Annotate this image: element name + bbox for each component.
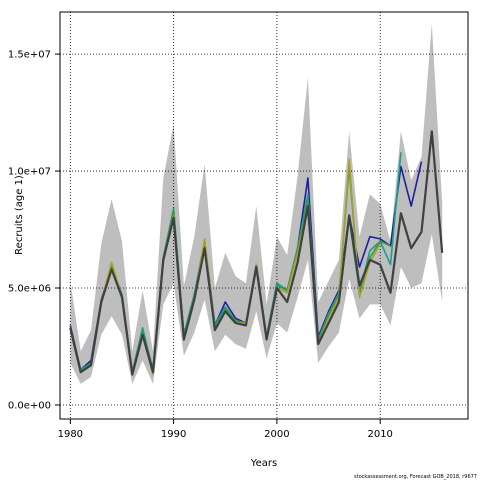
x-tick-label: 2000: [264, 429, 289, 440]
x-axis: 1980 1990 2000 2010: [58, 419, 393, 440]
band-area: [70, 23, 443, 384]
y-tick-label: 1.0e+07: [8, 167, 51, 178]
series-line-5: [69, 130, 444, 376]
series-lines: [69, 130, 444, 376]
y-tick-label: 5.0e+06: [8, 284, 51, 295]
x-tick-label: 2010: [367, 429, 392, 440]
y-tick-label: 0.0e+00: [8, 400, 51, 411]
x-tick-label: 1980: [58, 429, 83, 440]
plot-frame: [59, 11, 469, 420]
y-tick-label: 1.5e+07: [8, 50, 51, 61]
source-note: stockassessment.org, Forecast GOB_2018, …: [354, 474, 477, 480]
y-axis: 0.0e+00 5.0e+06 1.0e+07 1.5e+07: [8, 50, 60, 411]
confidence-band: [70, 23, 443, 384]
y-axis-title: Recruits (age 1): [14, 175, 25, 255]
x-axis-title: Years: [250, 458, 277, 469]
x-tick-label: 1990: [161, 429, 186, 440]
